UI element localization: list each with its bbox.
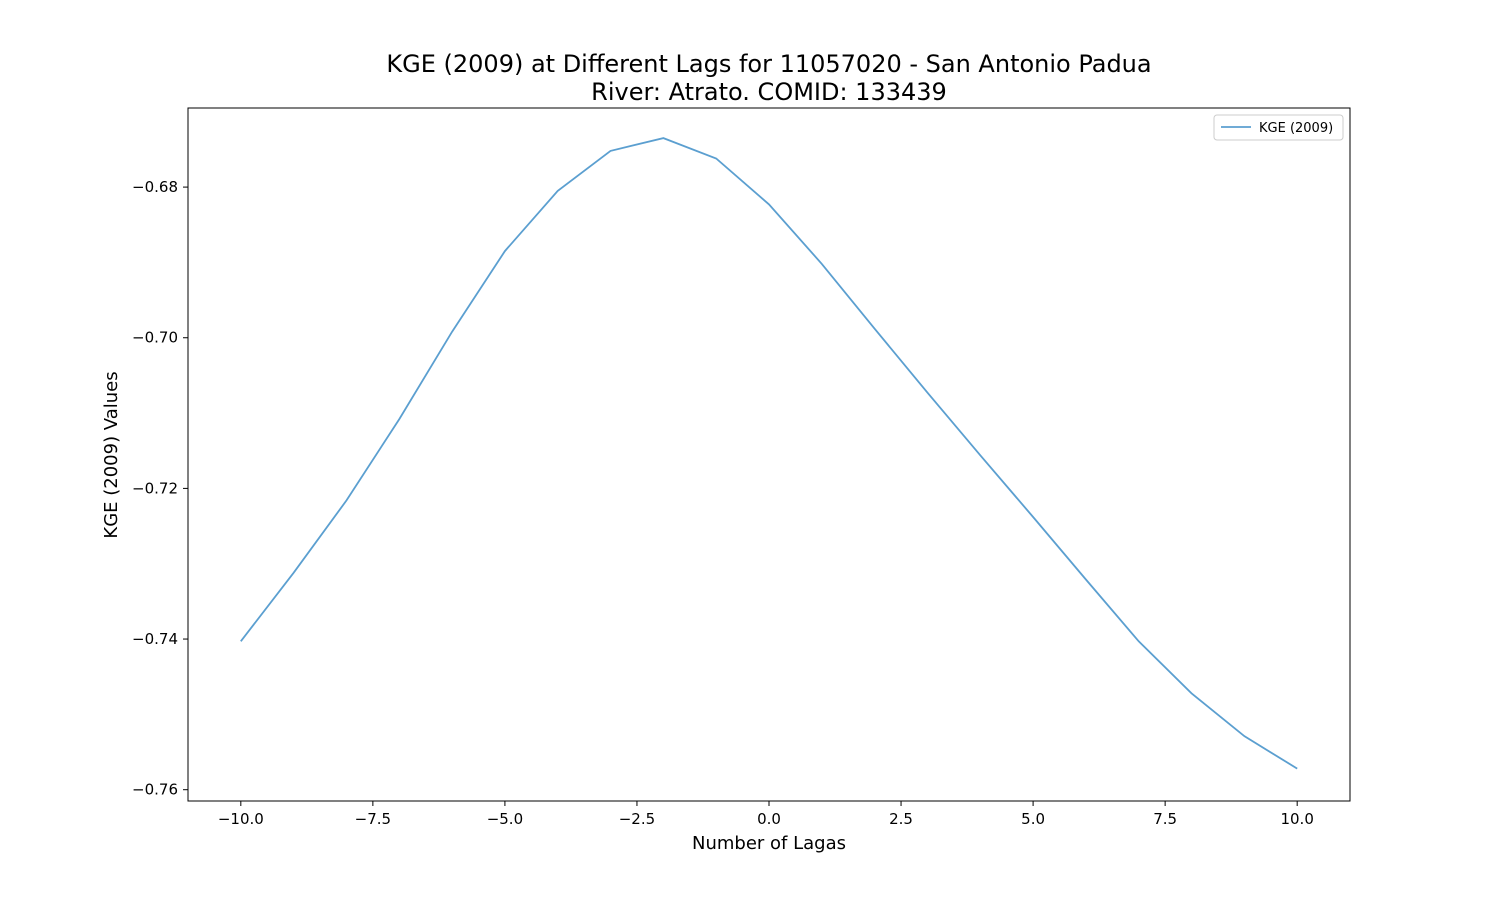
x-tick-label: −7.5 bbox=[355, 810, 391, 828]
legend: KGE (2009) bbox=[1213, 114, 1344, 141]
y-axis-ticks: −0.68 −0.70 −0.72 −0.74 −0.76 bbox=[132, 178, 188, 799]
y-tick-label: −0.68 bbox=[132, 178, 178, 196]
x-tick-label: −2.5 bbox=[619, 810, 655, 828]
legend-box bbox=[1213, 114, 1344, 141]
x-tick-label: 10.0 bbox=[1280, 810, 1313, 828]
x-tick-label: 2.5 bbox=[889, 810, 913, 828]
y-tick-label: −0.76 bbox=[132, 781, 178, 799]
x-axis-ticks: −10.0 −7.5 −5.0 −2.5 0.0 2.5 5.0 7.5 10.0 bbox=[218, 801, 1314, 828]
x-tick-label: 5.0 bbox=[1021, 810, 1045, 828]
x-tick-label: 7.5 bbox=[1153, 810, 1177, 828]
x-tick-label: −10.0 bbox=[218, 810, 264, 828]
x-tick-label: 0.0 bbox=[757, 810, 781, 828]
y-axis-label: KGE (2009) Values bbox=[101, 371, 122, 538]
chart-title-line-2: River: Atrato. COMID: 133439 bbox=[591, 78, 947, 106]
chart-title-line-1: KGE (2009) at Different Lags for 1105702… bbox=[386, 50, 1151, 78]
x-axis-label: Number of Lagas bbox=[692, 833, 846, 854]
y-tick-label: −0.74 bbox=[132, 630, 178, 648]
legend-label-kge-2009: KGE (2009) bbox=[1259, 121, 1333, 136]
plot-area-frame bbox=[187, 107, 1351, 802]
series-line-kge-2009 bbox=[240, 137, 1298, 770]
x-tick-label: −5.0 bbox=[487, 810, 523, 828]
y-tick-label: −0.70 bbox=[132, 329, 178, 347]
y-tick-label: −0.72 bbox=[132, 479, 178, 497]
